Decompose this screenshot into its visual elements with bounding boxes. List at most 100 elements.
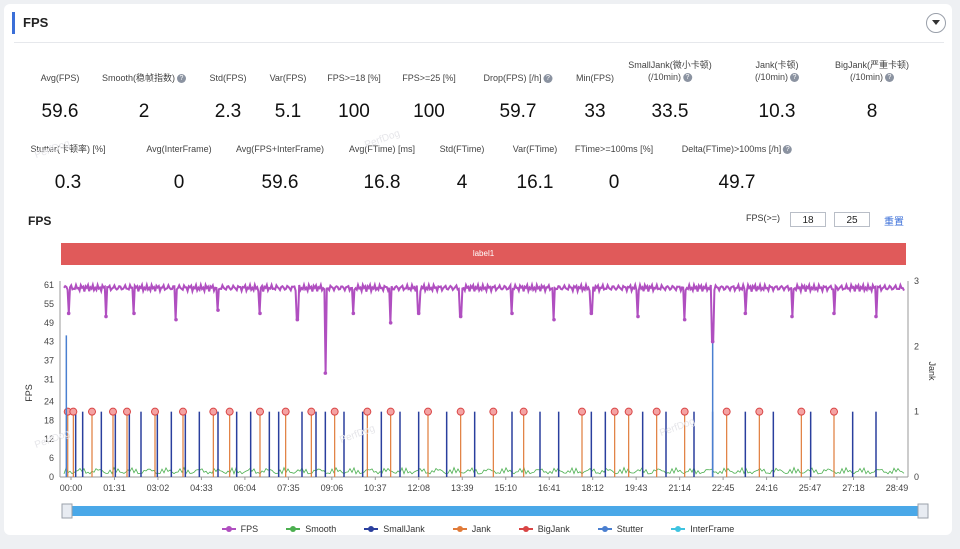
metric-value: 49.7 <box>718 172 756 193</box>
help-icon[interactable]: ? <box>683 73 693 83</box>
metric: Jank(卡顿) (/10min)? 10.3 <box>755 59 800 122</box>
x-tick-label: 25:47 <box>799 483 822 493</box>
metric-value: 59.7 <box>499 101 537 122</box>
fps-dip-point <box>295 317 300 322</box>
bigjank-marker <box>424 407 432 416</box>
panel-title: FPS <box>12 12 48 34</box>
x-tick-label: 12:08 <box>408 483 431 493</box>
fps-dip-point <box>174 317 178 322</box>
metric: Smooth(稳帧指数)? 2 <box>102 72 187 122</box>
x-tick-label: 09:06 <box>321 483 344 493</box>
y-tick-label: 6 <box>49 453 54 463</box>
help-icon[interactable]: ? <box>543 74 553 84</box>
help-icon[interactable]: ? <box>783 145 793 155</box>
help-icon[interactable]: ? <box>885 73 895 83</box>
legend-item[interactable]: Smooth <box>286 524 336 534</box>
x-tick-label: 00:00 <box>60 483 83 493</box>
x-tick-label: 24:16 <box>755 483 778 493</box>
threshold-input-2[interactable]: 25 <box>834 212 870 227</box>
metric: Std(FPS) 2.3 <box>209 72 246 122</box>
collapse-button[interactable] <box>926 13 946 33</box>
y2-tick-label: 3 <box>914 276 919 286</box>
bigjank-marker <box>652 407 661 416</box>
x-tick-label: 27:18 <box>842 483 865 493</box>
bigjank-marker <box>755 407 764 416</box>
metric: FTime>=100ms [%] 0 <box>575 143 653 193</box>
threshold-input-1[interactable]: 18 <box>790 212 826 227</box>
y-tick-label: 61 <box>44 280 54 290</box>
legend-label: InterFrame <box>690 524 735 534</box>
metric: Avg(FPS+InterFrame) 59.6 <box>236 143 324 193</box>
metric: Stutter(卡顿率) [%] 0.3 <box>30 143 106 193</box>
fps-dip-point <box>104 314 108 319</box>
reset-button[interactable]: 重置 <box>884 217 904 228</box>
legend-swatch <box>597 526 612 532</box>
metric: Drop(FPS) [/h]? 59.7 <box>483 72 553 122</box>
bigjank-marker <box>330 407 339 416</box>
bigjank-marker <box>578 407 586 416</box>
metric: SmallJank(微小卡顿) (/10min)? 33.5 <box>628 59 712 122</box>
legend-item[interactable]: BigJank <box>518 524 570 534</box>
metric: Avg(FPS) 59.6 <box>40 72 80 122</box>
metric-value: 5.1 <box>274 101 302 122</box>
metric-value: 0 <box>173 172 185 193</box>
metric-label-unit: (/10min)? <box>755 71 800 83</box>
x-tick-label: 10:37 <box>364 483 387 493</box>
zoom-handle-right[interactable] <box>917 503 929 519</box>
metric: Std(FTime) 4 <box>440 143 485 193</box>
metric: Avg(InterFrame) 0 <box>146 143 211 193</box>
help-icon[interactable]: ? <box>177 74 187 84</box>
y-tick-label: 55 <box>44 299 54 309</box>
legend-swatch <box>221 526 236 532</box>
legend-item[interactable]: FPS <box>221 524 258 534</box>
bigjank-marker <box>256 407 264 416</box>
metric-value: 59.6 <box>261 172 299 193</box>
bigjank-marker <box>610 407 619 416</box>
x-tick-label: 28:49 <box>886 483 909 493</box>
zoom-handle-left[interactable] <box>61 503 73 519</box>
legend-swatch <box>518 526 533 532</box>
x-tick-label: 16:41 <box>538 483 561 493</box>
legend-label: Smooth <box>305 524 337 534</box>
metric-label: FPS>=18 [%] <box>327 73 381 83</box>
series-fps-line <box>63 281 905 374</box>
metric-value: 0.3 <box>54 172 82 193</box>
metric-value: 2 <box>138 101 150 122</box>
bigjank-marker <box>624 407 633 416</box>
legend-label: Stutter <box>616 524 644 534</box>
x-tick-label: 22:45 <box>712 483 735 493</box>
legend-item[interactable]: SmallJank <box>364 524 425 534</box>
fps-dip-point <box>458 314 463 319</box>
fps-dip-point <box>351 311 356 316</box>
fps-dip-point <box>323 371 328 375</box>
bigjank-marker <box>797 407 806 416</box>
metric-value: 33.5 <box>651 101 689 122</box>
y-tick-label: 49 <box>44 318 54 328</box>
y2-tick-label: 0 <box>914 472 919 482</box>
legend-item[interactable]: Stutter <box>597 524 644 534</box>
metric-value: 16.8 <box>363 172 401 193</box>
legend-item[interactable]: Jank <box>452 524 491 534</box>
legend-swatch <box>286 526 301 532</box>
legend-label: SmallJank <box>383 524 425 534</box>
bigjank-marker <box>123 407 131 416</box>
fps-dip-point <box>510 311 514 316</box>
legend-item[interactable]: InterFrame <box>671 524 734 534</box>
metric-value: 100 <box>413 101 445 122</box>
fps-dip-point <box>589 311 594 316</box>
chevron-down-icon <box>932 20 940 25</box>
x-tick-label: 13:39 <box>451 483 474 493</box>
zoom-slider-track[interactable] <box>64 506 924 516</box>
metric-label: Avg(FPS) <box>40 73 80 83</box>
bigjank-marker <box>88 407 96 416</box>
metric-label: Min(FPS) <box>576 73 614 83</box>
help-icon[interactable]: ? <box>790 73 800 83</box>
metric-label: Stutter(卡顿率) [%] <box>30 144 106 154</box>
fps-dip-point <box>258 311 262 316</box>
x-tick-label: 15:10 <box>494 483 517 493</box>
label-bar[interactable]: label1 <box>61 243 906 265</box>
metric-label: Var(FTime) <box>512 144 558 154</box>
metric: Min(FPS) 33 <box>576 72 614 122</box>
bigjank-marker <box>307 407 316 416</box>
